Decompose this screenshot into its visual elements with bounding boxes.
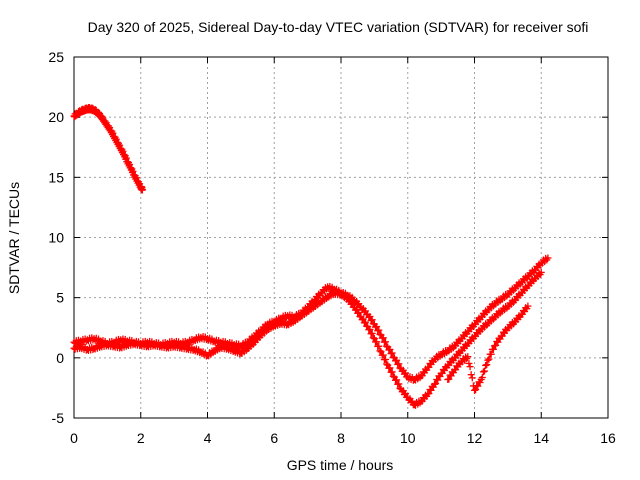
data-point-fill	[375, 326, 383, 334]
data-point-fill	[382, 338, 389, 346]
data-point-fill	[487, 350, 495, 358]
data-point-fill	[481, 367, 489, 375]
x-tick-label: 2	[137, 430, 145, 446]
data-point-fill	[395, 380, 403, 388]
data-point-fill	[466, 363, 474, 371]
data-point-fill	[483, 361, 491, 369]
y-tick-label: 20	[48, 109, 64, 125]
data-point	[537, 268, 545, 276]
data-point-fill	[375, 342, 383, 350]
data-point-fill	[476, 378, 484, 386]
data-point-fill	[355, 300, 363, 308]
data-point-fill	[432, 380, 440, 388]
data-point-fill	[383, 342, 391, 350]
grid-lines	[74, 57, 608, 418]
y-tick-label: 15	[48, 169, 64, 185]
data-point-fill	[474, 382, 482, 390]
chart-title: Day 320 of 2025, Sidereal Day-to-day VTE…	[88, 19, 589, 35]
data-point-fill	[395, 360, 403, 368]
data-point-fill	[485, 355, 493, 363]
data-point-fill	[472, 386, 480, 394]
x-tick-label: 10	[400, 430, 416, 446]
data-point	[544, 254, 552, 262]
x-tick-label: 12	[467, 430, 483, 446]
x-tick-label: 16	[600, 430, 616, 446]
data-point-fill	[379, 334, 387, 342]
data-point	[464, 353, 472, 361]
y-tick-label: 5	[56, 290, 64, 306]
data-point-fill	[489, 345, 497, 353]
data-point-fill	[386, 345, 394, 353]
data-point-fill	[368, 329, 376, 337]
y-tick-label: 10	[48, 230, 64, 246]
x-axis-label: GPS time / hours	[287, 457, 394, 473]
data-point-fill	[408, 397, 416, 405]
data-point-fill	[373, 338, 381, 346]
data-point-fill	[482, 361, 490, 369]
data-point-fill	[468, 374, 476, 382]
data-point-fill	[379, 351, 387, 359]
data-point-fill	[355, 309, 363, 317]
data-point-fill	[361, 318, 369, 326]
data-point-fill	[368, 316, 376, 324]
axis-ticks: 0 2 4 6 8 10 12 14 16 -5 0 5 10 15 20 25	[48, 49, 616, 446]
y-tick-label: 25	[48, 49, 64, 65]
data-point-fill	[479, 368, 487, 376]
data-point-fill	[478, 373, 486, 381]
data-point	[484, 356, 492, 364]
data-point-fill	[373, 323, 381, 331]
data-point-fill	[383, 360, 391, 368]
data-point-fill	[393, 356, 401, 364]
data-point	[138, 185, 146, 193]
data-point	[524, 302, 532, 310]
x-tick-label: 4	[204, 430, 212, 446]
data-point-fill	[376, 347, 384, 355]
data-point-fill	[382, 355, 389, 363]
data-point-fill	[467, 371, 475, 379]
data-point-fill	[465, 359, 473, 367]
data-point-fill	[402, 390, 410, 398]
x-tick-label: 8	[337, 430, 345, 446]
data-point-fill	[361, 307, 369, 315]
data-point-fill	[389, 372, 397, 380]
data-point-fill	[434, 376, 442, 384]
data-point-fill	[386, 364, 394, 372]
y-tick-label: -5	[52, 410, 65, 426]
data-point-fill	[366, 325, 374, 333]
data-point-fill	[393, 376, 401, 384]
x-tick-label: 14	[533, 430, 549, 446]
x-tick-label: 6	[270, 430, 278, 446]
data-point-fill	[348, 299, 356, 307]
y-tick-label: 0	[56, 350, 64, 366]
x-tick-label: 0	[70, 430, 78, 446]
data-point-fill	[369, 334, 377, 342]
data-point-fill	[402, 369, 410, 377]
data-point-fill	[388, 349, 396, 357]
data-points	[70, 104, 552, 409]
data-point-fill	[388, 368, 396, 376]
y-axis-label: SDTVAR / TECUs	[6, 182, 22, 294]
